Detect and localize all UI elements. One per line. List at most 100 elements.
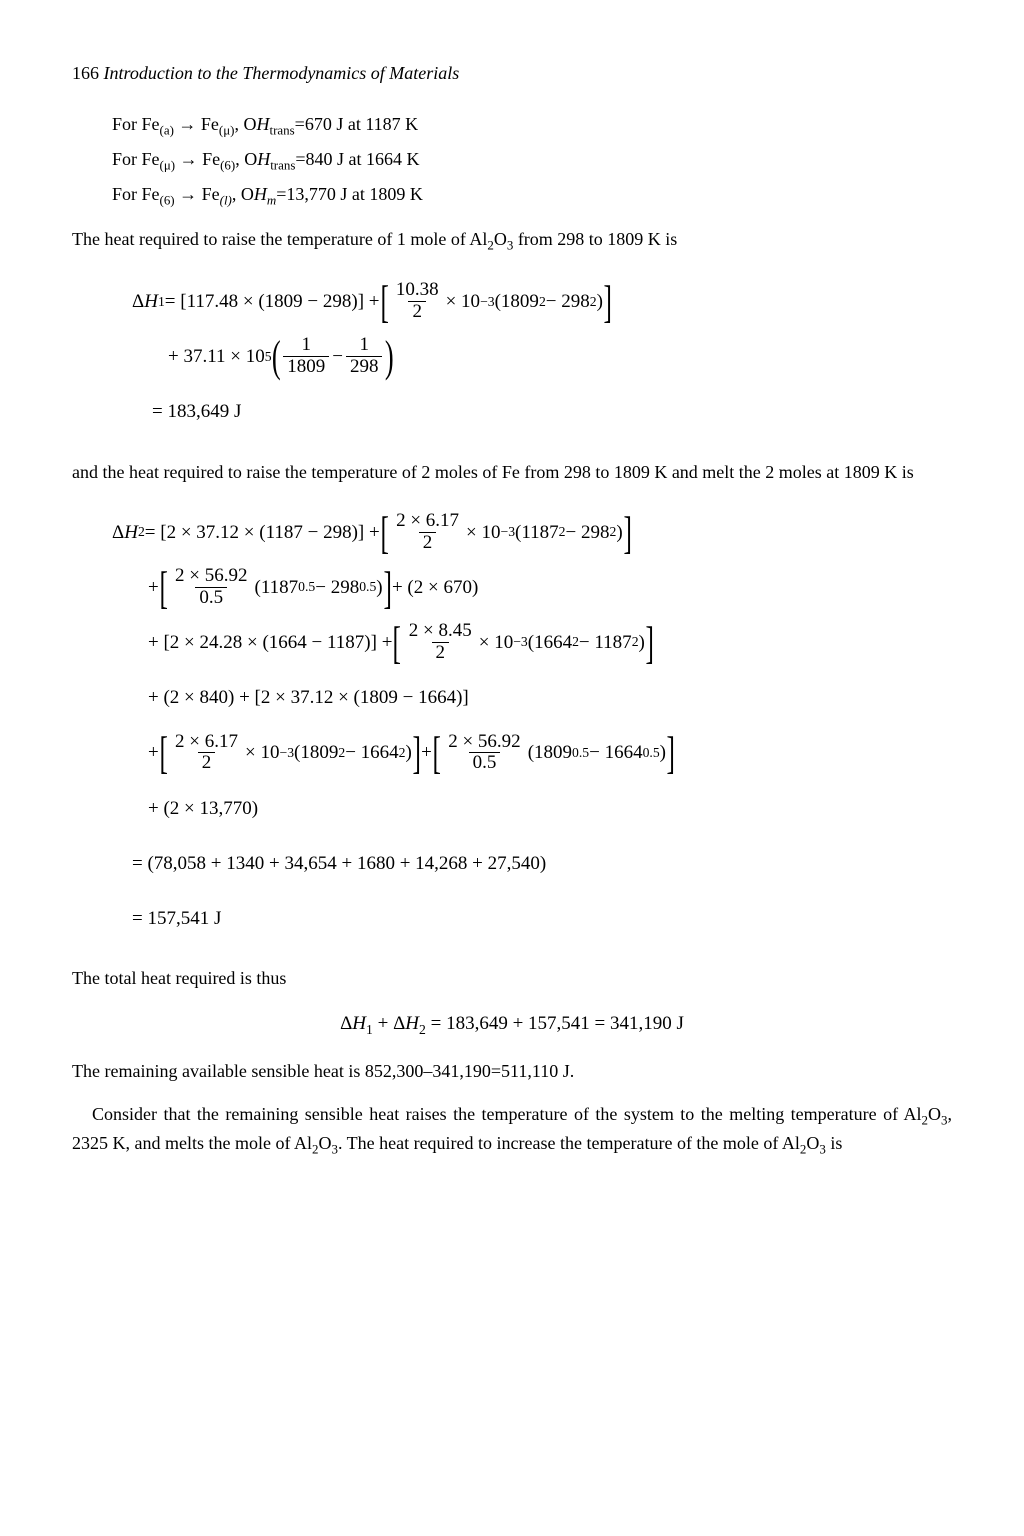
subscript: 2 [138,513,145,551]
text: + 37.11 × 10 [168,330,265,383]
text: ) [597,275,603,328]
fraction: 2 × 6.172 [171,732,242,775]
text: , O [235,149,257,169]
page-header: 166 Introduction to the Thermodynamics o… [72,60,952,87]
text: ) [616,506,622,559]
denominator: 2 [419,532,437,554]
subscript: 1 [366,1022,373,1037]
superscript: 2 [559,513,566,551]
superscript: 2 [572,623,579,661]
var: H [256,114,269,134]
denominator: 0.5 [469,752,501,774]
text: (1809 [495,275,539,328]
text: = [2 × 37.12 × (1187 − 298)] + [145,506,380,559]
subscript: (l) [220,193,232,208]
left-bracket-icon: [ [432,733,440,772]
text: + (2 × 840) + [2 × 37.12 × (1809 − 1664)… [148,671,469,724]
text: + [2 × 24.28 × (1664 − 1187)] + [148,616,392,669]
superscript: −3 [279,734,294,772]
numerator: 2 × 6.17 [171,732,242,753]
text: (1809 [528,726,572,779]
left-bracket-icon: [ [159,733,167,772]
text: ) [376,561,382,614]
superscript: 0.5 [572,734,589,772]
superscript: −3 [513,623,528,661]
text: (1809 [294,726,338,779]
paragraph-5: Consider that the remaining sensible hea… [72,1101,952,1159]
right-bracket-icon: ] [383,568,391,607]
equation-2: ΔH2 = [2 × 37.12 × (1187 − 298)] + [ 2 ×… [112,506,952,946]
fraction: 11809 [283,335,329,378]
fraction: 10.382 [392,280,443,323]
text: → Fe [174,114,219,134]
text: → Fe [175,149,220,169]
var: H [124,506,138,559]
subscript: trans [270,158,295,173]
text: − 298 [566,506,610,559]
superscript: 2 [399,734,406,772]
text: O [928,1104,941,1124]
text: ) [660,726,666,779]
text: − 298 [315,561,359,614]
subscript: (a) [160,123,174,138]
page-number: 166 [72,63,99,83]
var: H [254,184,267,204]
paragraph-4: The remaining available sensible heat is… [72,1058,952,1085]
text: × 10 [479,616,513,669]
text: O [806,1133,819,1153]
text: + [148,726,159,779]
superscript: 0.5 [359,568,376,606]
numerator: 2 × 6.17 [392,511,463,532]
transition-line-3: For Fe(6) → Fe(l), OHm=13,770 J at 1809 … [112,181,952,210]
text: − 298 [546,275,590,328]
text: Δ [340,1013,352,1034]
text: × 10 [245,726,279,779]
subscript: (6) [220,158,235,173]
var: H [405,1013,419,1034]
text: − 1664 [345,726,398,779]
superscript: 2 [590,283,597,321]
book-title: Introduction to the Thermodynamics of Ma… [104,63,460,83]
subscript: trans [269,123,294,138]
text: . The heat required to increase the temp… [338,1133,800,1153]
superscript: −3 [501,513,516,551]
text: = 157,541 J [132,892,221,945]
fraction: 2 × 8.452 [405,621,476,664]
text: − 1664 [589,726,642,779]
text: = (78,058 + 1340 + 34,654 + 1680 + 14,26… [132,837,546,890]
denominator: 1809 [283,356,329,378]
text: + (2 × 670) [392,561,478,614]
superscript: 2 [338,734,345,772]
text: Δ [132,275,144,328]
text: = [117.48 × (1809 − 298)] + [165,275,380,328]
left-paren-icon: ( [272,338,281,375]
left-bracket-icon: [ [159,568,167,607]
text: − 1187 [579,616,632,669]
fraction: 1298 [346,335,383,378]
subscript: (6) [160,193,175,208]
numerator: 2 × 8.45 [405,621,476,642]
right-bracket-icon: ] [645,623,653,662]
denominator: 2 [198,752,216,774]
superscript: 0.5 [298,568,315,606]
var: H [257,149,270,169]
fraction: 2 × 6.172 [392,511,463,554]
text: − [332,330,343,383]
text: × 10 [466,506,500,559]
superscript: 2 [539,283,546,321]
text: is [826,1133,843,1153]
right-bracket-icon: ] [666,733,674,772]
right-bracket-icon: ] [623,513,631,552]
numerator: 1 [355,335,373,356]
text: + [421,726,432,779]
superscript: 0.5 [643,734,660,772]
text: = 183,649 + 157,541 = 341,190 J [426,1013,684,1034]
superscript: 5 [265,338,272,376]
transition-line-1: For Fe(a) → Fe(μ), OHtrans=670 J at 1187… [112,111,952,140]
var: H [144,275,158,328]
fraction: 2 × 56.920.5 [444,732,524,775]
denominator: 2 [408,301,426,323]
left-bracket-icon: [ [380,282,388,321]
subscript: m [267,193,276,208]
text: ) [406,726,412,779]
